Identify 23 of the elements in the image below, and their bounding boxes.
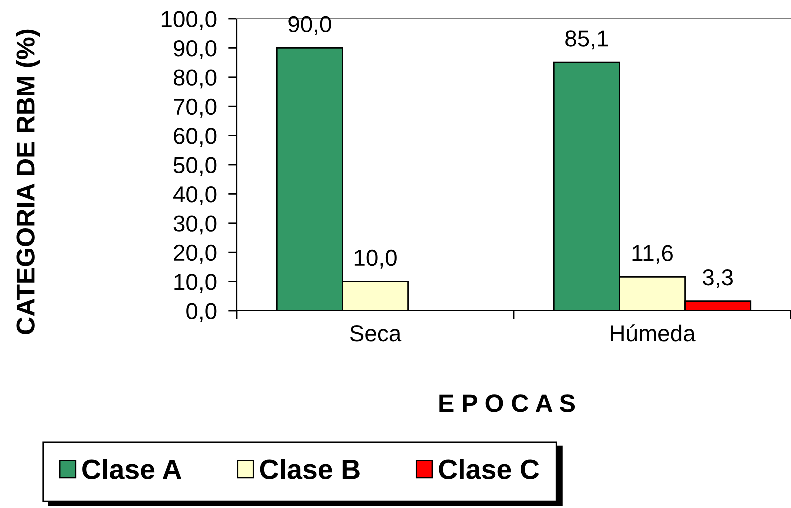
- data-label: 85,1: [566, 30, 608, 50]
- y-tick-label: 70,0: [174, 98, 217, 118]
- y-tick-label: 30,0: [174, 216, 217, 235]
- y-tick-label: 60,0: [174, 128, 217, 148]
- legend-label: Clase B: [260, 459, 360, 480]
- y-tick-label: 50,0: [174, 157, 217, 176]
- y-tick-label: 90,0: [174, 40, 217, 60]
- data-label: 3,3: [703, 269, 733, 288]
- y-tick-label: 20,0: [174, 244, 217, 264]
- data-label: 10,0: [354, 250, 397, 269]
- x-axis-title: E P O C A S: [440, 394, 576, 412]
- y-tick-label: 10,0: [174, 274, 217, 294]
- y-axis-title: CATEGORIA DE RBM (%): [16, 30, 40, 334]
- x-tick-label: Seca: [350, 325, 402, 342]
- data-label: 90,0: [288, 16, 332, 36]
- y-tick-label: 40,0: [173, 186, 217, 206]
- x-tick-label: Húmeda: [611, 324, 696, 342]
- legend-label: Clase C: [439, 459, 540, 480]
- y-tick-label: 100,0: [162, 11, 217, 30]
- data-label: 11,6: [632, 245, 673, 264]
- y-tick-label: 0,0: [186, 303, 217, 322]
- y-tick-label: 80,0: [174, 70, 217, 89]
- legend-label: Clase A: [82, 459, 182, 480]
